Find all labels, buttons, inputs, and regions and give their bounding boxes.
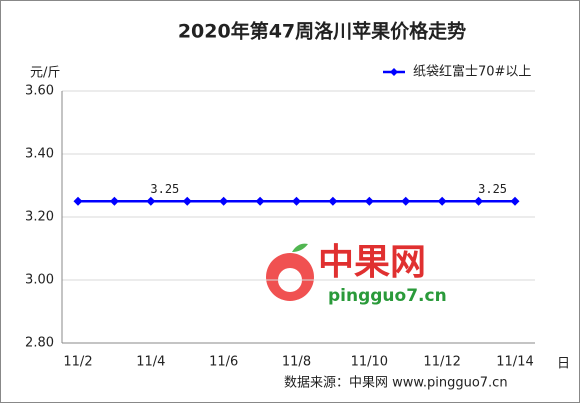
y-tick-label: 3.20 bbox=[25, 210, 54, 225]
watermark: 中果网 bbox=[318, 242, 426, 283]
data-point bbox=[364, 196, 374, 206]
chart-title: 2020年第47周洛川苹果价格走势 bbox=[178, 20, 466, 43]
y-tick-label: 3.60 bbox=[25, 84, 54, 99]
y-tick-label: 3.40 bbox=[25, 147, 54, 162]
data-point bbox=[109, 196, 119, 206]
data-point bbox=[182, 196, 192, 206]
watermark-url: pingguo7.cn bbox=[328, 286, 447, 306]
y-axis-label: 元/斤 bbox=[30, 66, 60, 81]
data-label: 3.25 bbox=[478, 182, 507, 196]
logo-leaf bbox=[292, 243, 308, 252]
data-point bbox=[437, 196, 447, 206]
x-tick-label: 11/4 bbox=[136, 355, 165, 370]
x-tick-label: 11/6 bbox=[209, 355, 238, 370]
legend-label: 纸袋红富士70#以上 bbox=[413, 64, 531, 80]
data-point bbox=[219, 196, 229, 206]
data-label: 3.25 bbox=[150, 182, 179, 196]
x-tick-label: 11/8 bbox=[282, 355, 311, 370]
data-point bbox=[474, 196, 484, 206]
data-point bbox=[401, 196, 411, 206]
legend-marker bbox=[390, 68, 398, 76]
data-point bbox=[510, 196, 520, 206]
data-point bbox=[292, 196, 301, 206]
x-tick-label: 11/14 bbox=[496, 355, 533, 370]
x-tick-label: 11/2 bbox=[63, 355, 92, 370]
y-tick-label: 2.80 bbox=[25, 336, 54, 351]
y-tick-label: 3.00 bbox=[25, 273, 54, 288]
data-point bbox=[146, 196, 156, 206]
x-axis-label: 日 bbox=[557, 357, 570, 372]
data-point bbox=[73, 196, 83, 206]
data-point bbox=[328, 196, 338, 206]
x-tick-label: 11/12 bbox=[423, 355, 460, 370]
data-point bbox=[255, 196, 265, 206]
source-note: 数据来源：中果网 www.pingguo7.cn bbox=[284, 376, 508, 391]
x-tick-label: 11/10 bbox=[351, 355, 388, 370]
